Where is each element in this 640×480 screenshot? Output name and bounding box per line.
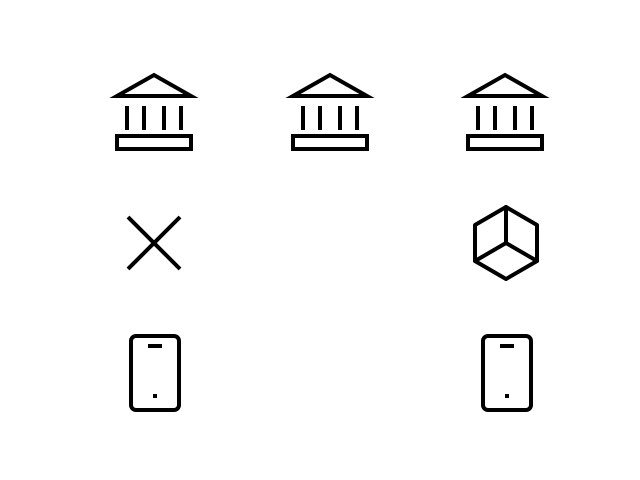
bank-icon — [109, 72, 199, 152]
mobile-phone-icon — [128, 333, 182, 413]
cube-icon — [471, 204, 541, 282]
bank-icon — [460, 72, 550, 152]
mobile-phone-icon — [480, 333, 534, 413]
bank-icon — [285, 72, 375, 152]
close-icon — [124, 213, 184, 273]
